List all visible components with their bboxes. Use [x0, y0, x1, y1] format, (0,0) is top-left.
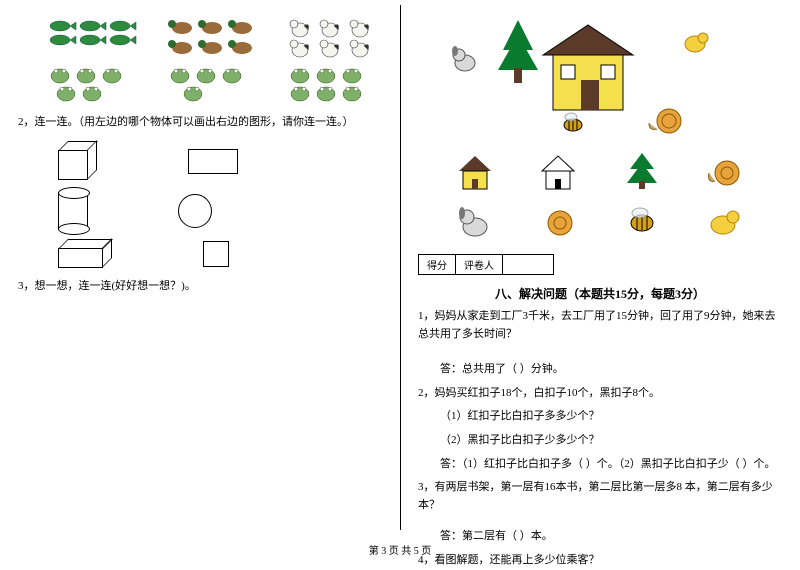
mini-snail-icon: [704, 150, 746, 192]
grader-label: 评卷人: [456, 255, 503, 274]
problem-2-answer: 答：（1）红扣子比白扣子多（ ）个。（2）黑扣子比白扣子少（ ）个。: [440, 456, 782, 474]
mini-house2-icon: [537, 150, 579, 192]
fish-group: [48, 18, 138, 58]
mini-snail2-icon: [537, 200, 579, 242]
mini-tree-icon: [621, 150, 663, 192]
problem-1: 1，妈妈从家走到工厂3千米，去工厂用了15分钟，回了用了9分钟，她来去总共用了多…: [418, 308, 782, 343]
shapes-matching: [58, 142, 382, 268]
square-2d-icon: [203, 241, 229, 267]
question-3: 3，想一想，连一连(好好想一想？)。: [18, 278, 382, 296]
mini-bee-icon: [621, 200, 663, 242]
icon-row-2: [433, 200, 767, 242]
icon-row-1: [433, 150, 767, 192]
right-column: 得分 评卷人 八、解决问题（本题共15分，每题3分） 1，妈妈从家走到工厂3千米…: [400, 0, 800, 565]
cube-3d-icon: [58, 142, 98, 182]
chicken-group: [288, 18, 378, 58]
cuboid-3d-icon: [58, 240, 113, 268]
score-label: 得分: [419, 255, 456, 274]
problem-1-answer: 答：总共用了（ ）分钟。: [440, 361, 782, 379]
rectangle-2d-icon: [188, 149, 238, 174]
score-box: 得分 评卷人: [418, 254, 554, 275]
frog-group-3: [288, 66, 378, 106]
frog-group-1: [48, 66, 138, 106]
section-8-title: 八、解决问题（本题共15分，每题3分）: [418, 285, 782, 302]
score-blank: [503, 255, 553, 274]
circle-2d-icon: [178, 194, 212, 228]
left-column: 2，连一连。（用左边的哪个物体可以画出右边的图形，请你连一连。） 3，想一想，连…: [0, 0, 400, 565]
counting-row-2: [48, 66, 382, 106]
mini-dog-icon: [454, 200, 496, 242]
duck-group: [168, 18, 258, 58]
problem-3: 3，有两层书架，第一层有16本书，第二层比第一层多8 本，第二层有多少本？: [418, 479, 782, 514]
mini-chick-icon: [704, 200, 746, 242]
scene-picture: [438, 10, 762, 140]
mini-house-icon: [454, 150, 496, 192]
page-footer: 第 3 页 共 5 页: [0, 542, 800, 557]
problem-2-2: （2）黑扣子比白扣子少多少个？: [440, 432, 782, 450]
cylinder-3d-icon: [58, 192, 88, 230]
question-2: 2，连一连。（用左边的哪个物体可以画出右边的图形，请你连一连。）: [18, 114, 382, 132]
problem-2-1: （1）红扣子比白扣子多多少个？: [440, 408, 782, 426]
frog-group-2: [168, 66, 258, 106]
problem-2: 2，妈妈买红扣子18个，白扣子10个，黑扣子8个。: [418, 385, 782, 403]
counting-row-1: [48, 18, 382, 58]
